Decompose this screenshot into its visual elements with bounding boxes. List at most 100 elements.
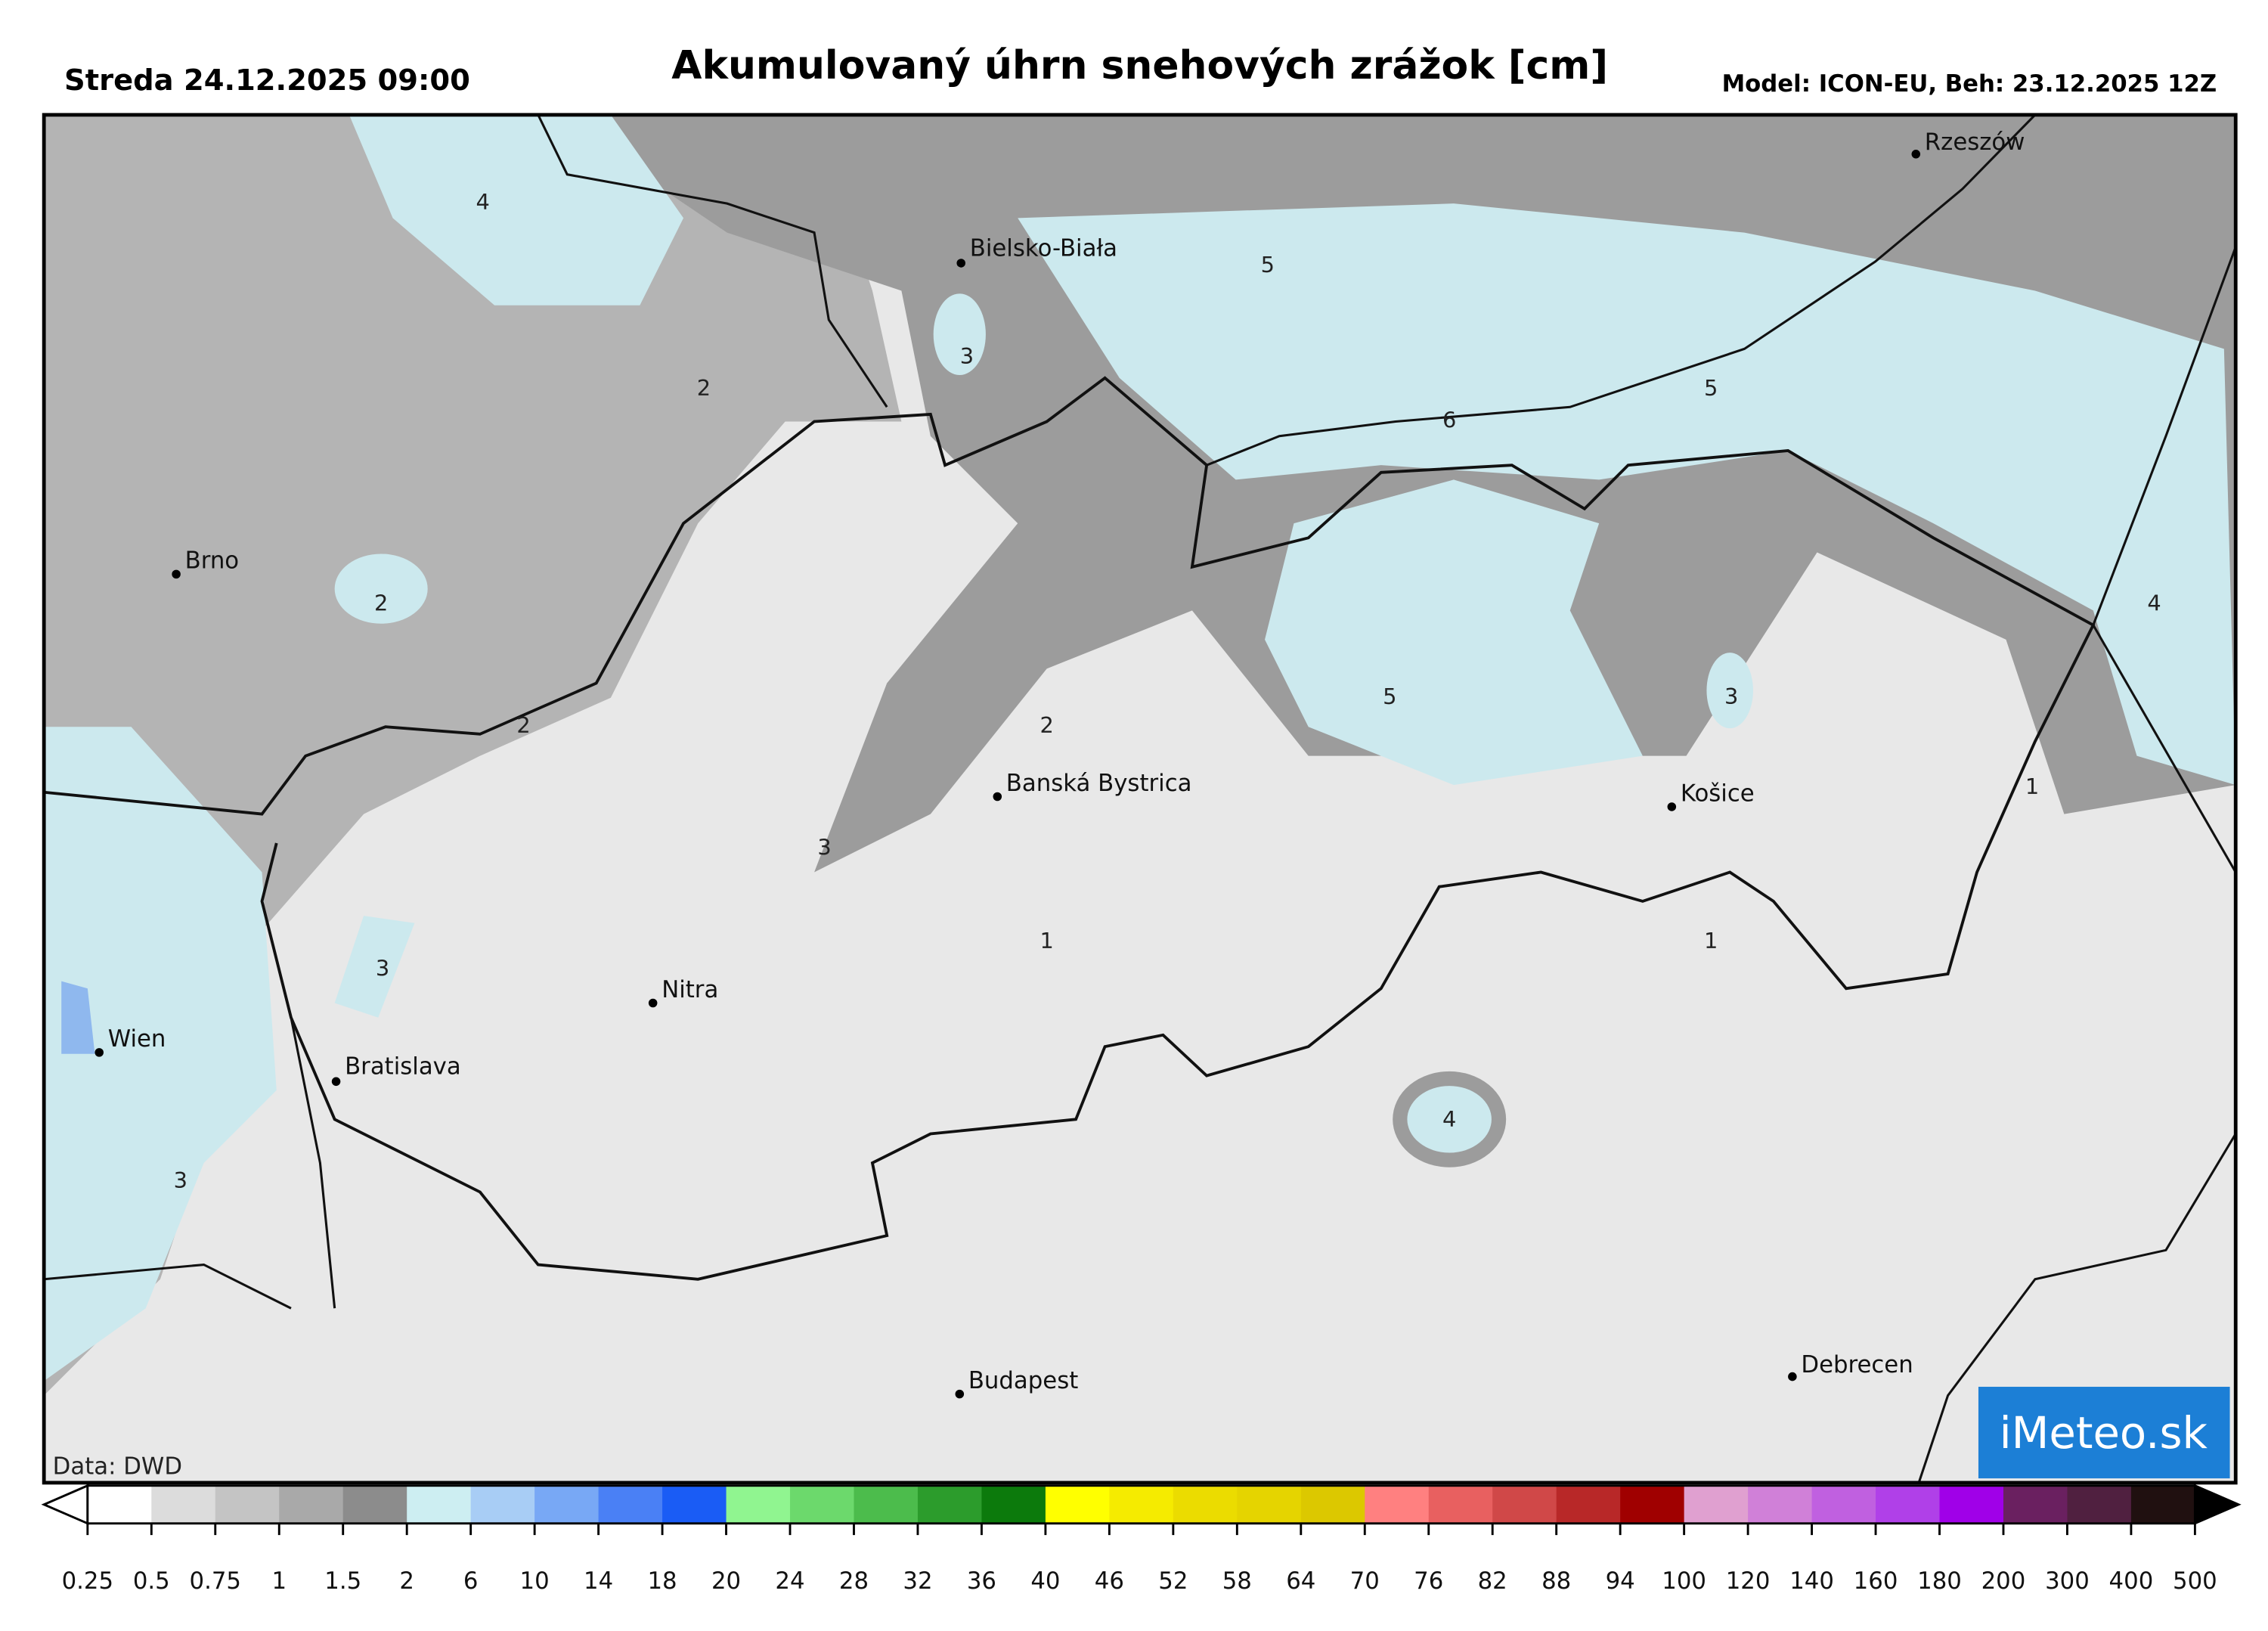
contour-label: 4 xyxy=(2147,591,2161,616)
legend-tick-label: 36 xyxy=(967,1567,996,1595)
city-dot xyxy=(955,1389,965,1399)
legend-tick-label: 88 xyxy=(1541,1567,1571,1595)
city-label: Nitra xyxy=(662,976,718,1003)
legend-swatch xyxy=(1876,1485,1941,1524)
logo: iMeteo.sk xyxy=(2000,1407,2208,1459)
snow-area xyxy=(61,981,95,1054)
legend-tick-label: 52 xyxy=(1158,1567,1188,1595)
legend-tick-label: 14 xyxy=(584,1567,613,1595)
map-frame xyxy=(42,113,2238,1485)
legend-tick-label: 400 xyxy=(2109,1567,2154,1595)
legend-swatch xyxy=(151,1485,216,1524)
legend-swatch xyxy=(215,1485,280,1524)
border xyxy=(44,114,2236,1483)
snow-area xyxy=(349,114,684,305)
contour-label: 5 xyxy=(1383,684,1396,709)
snow-area xyxy=(1393,1071,1507,1167)
snow-area xyxy=(334,916,415,1018)
legend-tick-label: 32 xyxy=(903,1567,932,1595)
legend-tick-label: 82 xyxy=(1478,1567,1507,1595)
legend-swatch xyxy=(2130,1485,2196,1524)
contour-label: 4 xyxy=(1442,1106,1456,1132)
legend-swatch xyxy=(1492,1485,1557,1524)
legend-tick-label: 10 xyxy=(520,1567,550,1595)
city-label: Debrecen xyxy=(1801,1351,1913,1378)
contour-label: 1 xyxy=(1704,928,1718,953)
legend-swatch xyxy=(854,1485,919,1524)
city-dot xyxy=(331,1077,341,1087)
legend-swatch xyxy=(981,1485,1046,1524)
map: Rzeszów Bielsko-Biała Brno Banská Bystri… xyxy=(42,113,2238,1485)
snow-area xyxy=(1706,653,1753,729)
date: Streda 24.12.2025 09:00 xyxy=(64,64,470,98)
legend-swatch xyxy=(726,1485,791,1524)
legend-swatch xyxy=(1684,1485,1749,1524)
legend-swatch xyxy=(470,1485,536,1524)
contour-label: 1 xyxy=(2025,774,2039,799)
snow-area xyxy=(44,727,277,1381)
legend-tick-label: 46 xyxy=(1095,1567,1124,1595)
city-dot xyxy=(172,569,181,579)
legend-tick-label: 0.75 xyxy=(190,1567,241,1595)
city-label: Budapest xyxy=(968,1367,1078,1394)
legend-tick-label: 18 xyxy=(648,1567,677,1595)
legend-tick-label: 20 xyxy=(711,1567,741,1595)
contour-label: 2 xyxy=(697,375,711,401)
legend-swatch xyxy=(1173,1485,1238,1524)
city-label: Banská Bystrica xyxy=(1006,770,1192,797)
city-dot xyxy=(1911,150,1921,159)
city-label: Košice xyxy=(1681,780,1755,807)
contour-label: 3 xyxy=(1724,684,1738,709)
city-dot xyxy=(1788,1372,1797,1381)
legend-swatch xyxy=(1939,1485,2004,1524)
legend-tick-label: 120 xyxy=(1726,1567,1771,1595)
legend-tick-label: 24 xyxy=(775,1567,804,1595)
legend-swatch xyxy=(662,1485,727,1524)
city-dot xyxy=(1667,802,1677,811)
logo-box xyxy=(1978,1387,2230,1479)
legend-swatch xyxy=(279,1485,344,1524)
legend-tick-label: 1 xyxy=(271,1567,287,1595)
city-label: Brno xyxy=(185,547,240,575)
contour-label: 3 xyxy=(376,955,389,981)
legend-tick-label: 2 xyxy=(399,1567,414,1595)
contour-label: 1 xyxy=(1040,928,1053,953)
contour-label: 2 xyxy=(1040,712,1053,738)
legend-swatch xyxy=(2067,1485,2132,1524)
contour-label: 3 xyxy=(960,343,974,369)
legend-tick-label: 0.25 xyxy=(62,1567,113,1595)
contour-label: 2 xyxy=(516,712,530,738)
legend-swatch xyxy=(917,1485,983,1524)
city-dot xyxy=(648,998,658,1008)
legend-tick-label: 0.5 xyxy=(133,1567,170,1595)
legend-tick-label: 94 xyxy=(1606,1567,1635,1595)
city-label: Bratislava xyxy=(345,1053,461,1081)
snow-area xyxy=(933,293,986,375)
city-label: Wien xyxy=(108,1025,166,1053)
model: Model: ICON-EU, Beh: 23.12.2025 12Z xyxy=(1722,70,2217,98)
contour-label: 2 xyxy=(374,591,388,616)
border xyxy=(44,376,2096,1281)
snow-area xyxy=(1265,479,1643,786)
source: Data: DWD xyxy=(53,1453,182,1480)
legend-swatch xyxy=(1556,1485,1622,1524)
legend-tick-label: 64 xyxy=(1286,1567,1315,1595)
legend-tick-label: 76 xyxy=(1414,1567,1443,1595)
contour-label: 3 xyxy=(174,1167,187,1193)
legend-tick-label: 160 xyxy=(1854,1567,1898,1595)
legend: 0.25 0.5 0.75 1 1.5 2 6 10 14 18 20 24 28 32 36 40 46 52 5… xyxy=(41,1484,2242,1595)
city-dot xyxy=(956,259,965,268)
cities: Rzeszów Bielsko-Biała Brno Banská Bystri… xyxy=(94,129,2025,1399)
legend-swatch xyxy=(1300,1485,1366,1524)
legend-tick-label: 40 xyxy=(1030,1567,1060,1595)
legend-swatch xyxy=(1365,1485,1430,1524)
legend-swatch xyxy=(342,1485,408,1524)
legend-tick-label: 6 xyxy=(463,1567,479,1595)
contour-label: 3 xyxy=(817,835,831,860)
legend-tick-label: 100 xyxy=(1662,1567,1706,1595)
legend-swatch xyxy=(2003,1485,2068,1524)
legend-swatch xyxy=(790,1485,855,1524)
legend-swatch xyxy=(1811,1485,1876,1524)
contour-label: 5 xyxy=(1261,252,1275,278)
